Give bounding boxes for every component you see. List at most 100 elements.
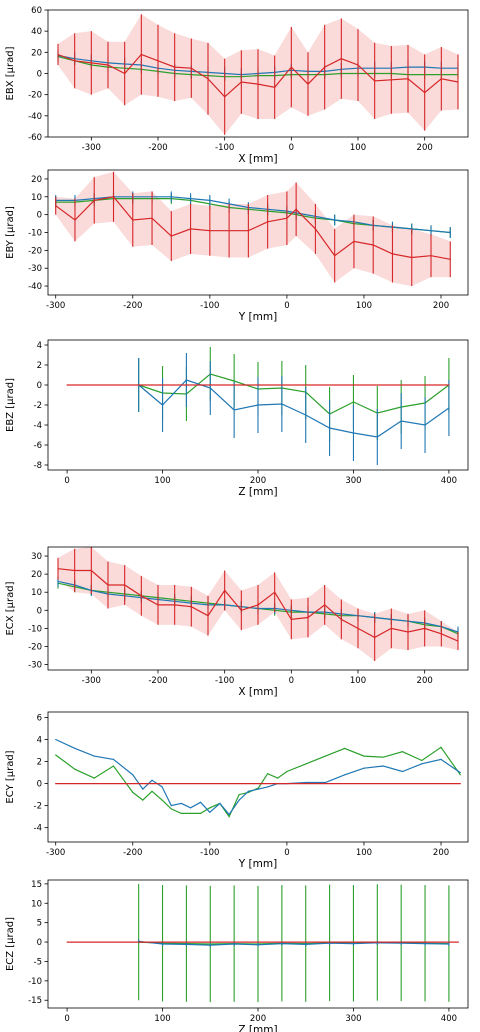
x-tick-label: 200: [433, 848, 449, 858]
data-point: [391, 253, 394, 255]
x-tick-label: 0: [289, 676, 294, 686]
data-point: [401, 770, 404, 773]
data-point: [247, 230, 249, 232]
data-point: [107, 64, 109, 66]
series-red: [66, 384, 450, 386]
x-tick-label: 0: [64, 476, 69, 486]
x-tick-label: 0: [289, 143, 294, 153]
data-point: [352, 401, 355, 403]
y-axis-label: ECY [µrad]: [5, 750, 16, 803]
data-point: [390, 79, 392, 81]
y-axis-label: EBZ [µrad]: [5, 378, 16, 432]
data-point: [430, 255, 432, 257]
data-point: [157, 60, 159, 62]
data-point: [170, 808, 172, 810]
data-point: [257, 604, 259, 606]
data-point: [209, 199, 211, 201]
data-point: [363, 755, 365, 757]
data-point: [344, 774, 346, 776]
y-tick-label: -4: [34, 421, 42, 431]
x-tick-label: 400: [441, 476, 457, 486]
data-point: [132, 774, 134, 776]
data-point: [430, 230, 432, 232]
y-tick-label: -10: [28, 229, 42, 239]
axes-frame: [47, 546, 469, 671]
data-point: [55, 783, 57, 785]
data-point: [185, 379, 188, 381]
y-tick-label: 0: [37, 780, 42, 790]
data-point: [382, 765, 384, 767]
x-tick-label: 200: [250, 1014, 266, 1024]
y-tick-label: -20: [28, 642, 42, 652]
y-tick-label: -6: [34, 441, 42, 451]
y-tick-label: -30: [28, 264, 42, 274]
data-point: [57, 53, 59, 56]
data-point: [372, 244, 374, 246]
y-tick-label: -40: [28, 112, 42, 122]
y-tick-label: 10: [31, 588, 42, 598]
data-point: [157, 604, 159, 606]
data-point: [286, 217, 288, 219]
data-point: [189, 197, 192, 200]
y-tick-label: 6: [37, 714, 42, 724]
x-tick-label: -300: [46, 301, 65, 311]
y-tick-label: 20: [31, 48, 42, 58]
data-point: [233, 380, 235, 382]
x-axis-label: Y [mm]: [238, 858, 277, 870]
x-tick-label: 200: [250, 476, 266, 486]
data-point: [199, 801, 202, 803]
data-point: [112, 196, 115, 198]
data-point: [328, 427, 331, 429]
data-point: [448, 407, 450, 409]
data-point: [307, 616, 309, 619]
data-point: [305, 763, 307, 765]
data-point: [74, 747, 76, 749]
data-point: [224, 96, 226, 98]
data-point: [305, 781, 307, 784]
data-point: [112, 758, 115, 760]
y-tick-label: 60: [31, 6, 42, 16]
x-tick-label: 0: [64, 1014, 69, 1024]
y-tick-label: -15: [28, 996, 42, 1006]
data-point: [357, 64, 359, 66]
data-point: [238, 799, 240, 801]
data-point: [390, 627, 392, 629]
panel-5: -300 -200 -100 0 100 200 -4 -2 0 2 4 6 Y [mm] ECY [µr…: [5, 711, 469, 870]
y-tick-label: 2: [37, 758, 42, 768]
x-tick-label: -100: [200, 848, 219, 858]
x-tick-label: 100: [350, 143, 366, 153]
data-point: [228, 813, 230, 816]
data-point: [228, 816, 230, 818]
data-point: [314, 228, 317, 230]
plot-area: [57, 547, 459, 661]
series-line: [138, 373, 450, 415]
data-point: [440, 633, 442, 635]
data-point: [274, 591, 276, 593]
x-tick-label: 200: [417, 676, 433, 686]
x-tick-label: -100: [215, 143, 234, 153]
data-point: [190, 606, 192, 608]
y-tick-label: 10: [31, 193, 42, 203]
data-point: [112, 765, 115, 767]
data-point: [374, 636, 376, 639]
panel-3: 0 100 200 300 400 -8 -6 -4 -2 0 2 4 Z [mm] EBZ [µrad]: [5, 339, 469, 498]
y-axis-label: ECZ [µrad]: [5, 917, 16, 971]
data-point: [151, 790, 153, 792]
y-tick-label: 10: [31, 899, 42, 909]
series-blue: [55, 738, 461, 816]
data-point: [421, 763, 423, 765]
data-point: [174, 604, 176, 606]
data-point: [142, 799, 144, 801]
data-point: [209, 811, 211, 813]
y-tick-label: -4: [34, 824, 42, 834]
y-tick-label: 0: [37, 938, 42, 948]
data-point: [324, 66, 326, 68]
x-tick-label: 100: [356, 848, 372, 858]
data-point: [209, 387, 211, 389]
y-tick-label: -30: [28, 661, 42, 671]
data-point: [357, 627, 359, 629]
data-point: [170, 805, 172, 807]
